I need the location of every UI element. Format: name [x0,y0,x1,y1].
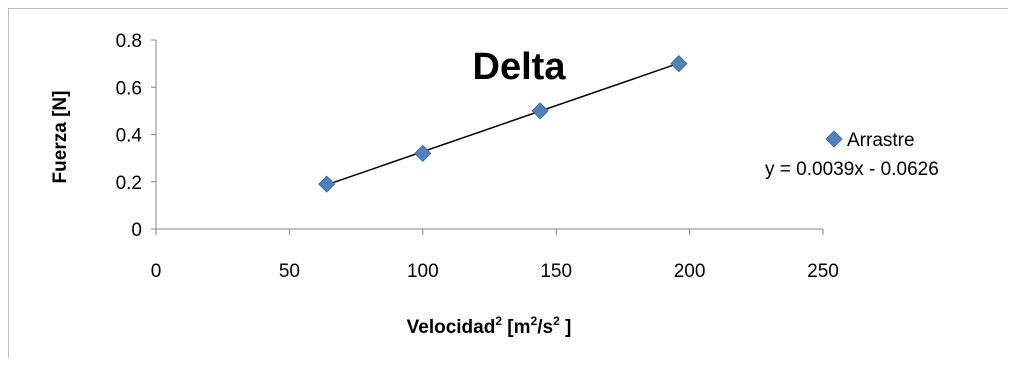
x-axis-title-sup1: 2 [495,314,502,328]
y-tick-label: 0.2 [116,173,142,194]
x-tick-label: 50 [279,261,300,282]
x-tick-label: 0 [151,261,162,282]
legend: Arrastre [825,130,915,151]
y-axis-title: Fuerza [N] [50,91,71,184]
y-tick-label: 0.6 [116,78,142,99]
data-point [531,102,549,120]
x-axis-title-end: ] [560,317,572,338]
x-tick-label: 150 [540,261,572,282]
y-tick-label: 0 [131,220,142,241]
data-point [670,55,688,73]
axes: 0 0.2 0.4 0.6 0.8 0 50 100 150 200 250 [116,31,839,282]
chart-title: Delta [473,46,567,88]
trendline-equation: y = 0.0039x - 0.0626 [765,159,939,180]
x-axis-title-main: Velocidad [407,317,496,338]
data-point [414,144,432,162]
x-tick-label: 200 [674,261,706,282]
legend-label-arrastre: Arrastre [847,130,915,151]
data-point [318,175,336,193]
x-axis-title-mid2: /s [537,317,553,338]
y-tick-label: 0.8 [116,31,142,52]
y-tick-label: 0.4 [116,126,143,147]
marks [318,55,688,193]
x-axis-title: Velocidad2 [m2/s2 ] [407,314,572,338]
trendline [326,62,680,186]
x-tick-label: 100 [407,261,439,282]
chart-frame [8,8,1008,358]
x-axis-title-sup2: 2 [531,314,538,328]
x-axis-title-sup3: 2 [553,314,560,328]
legend-marker-arrastre [825,130,843,148]
x-axis-title-mid: [m [502,317,531,338]
x-tick-label: 250 [807,261,839,282]
